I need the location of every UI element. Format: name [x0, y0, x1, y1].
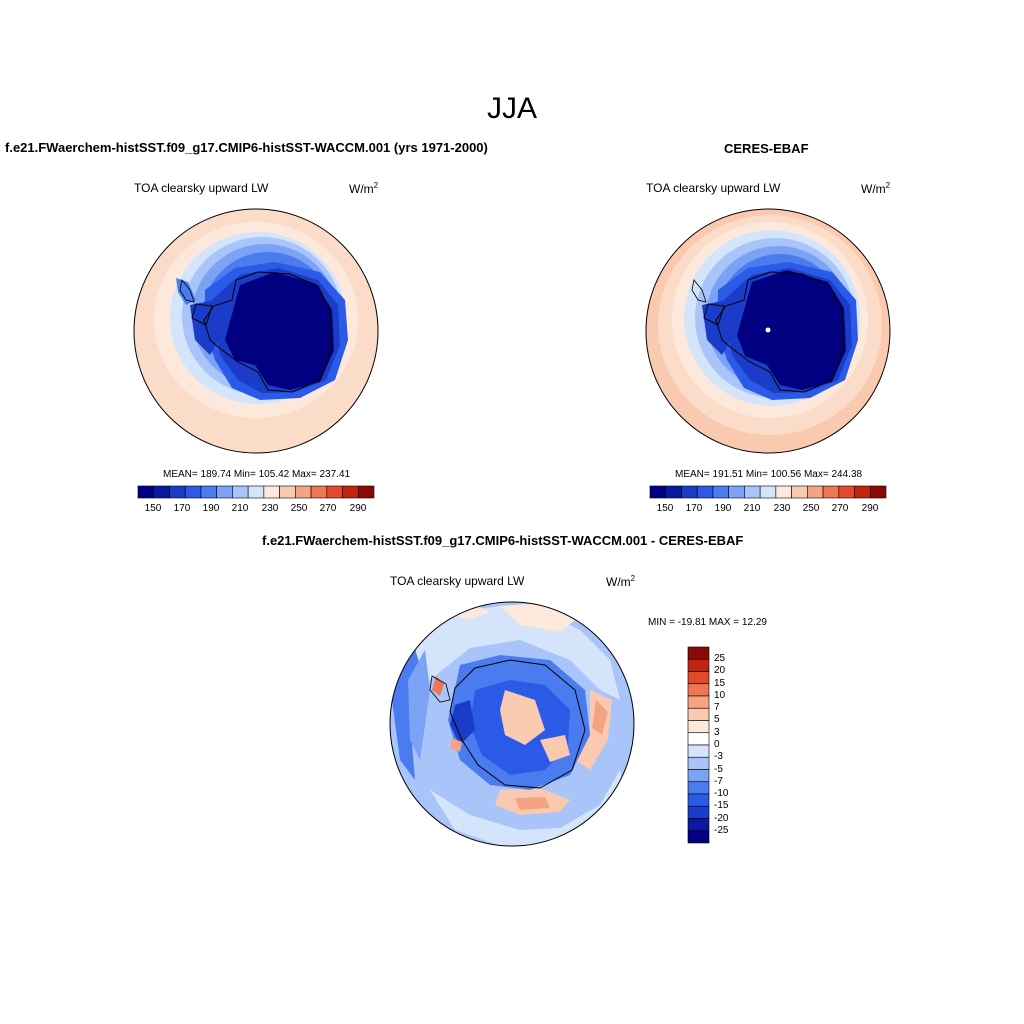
colorbar3-swatch — [687, 781, 710, 795]
panel1-title: f.e21.FWaerchem-histSST.f09_g17.CMIP6-hi… — [5, 140, 488, 155]
colorbar2-tick: 290 — [861, 503, 879, 514]
panel1-units: W/m2 — [349, 181, 379, 196]
colorbar2-swatch — [791, 485, 808, 499]
colorbar2-swatch — [807, 485, 824, 499]
colorbar1-swatch — [200, 485, 217, 499]
panel3-units: W/m2 — [606, 574, 636, 589]
colorbar3-swatch — [687, 756, 710, 770]
colorbar2-swatch — [744, 485, 761, 499]
colorbar1-swatch — [169, 485, 186, 499]
colorbar2-swatch — [775, 485, 792, 499]
panel2-units: W/m2 — [861, 181, 891, 196]
panel3-map — [389, 601, 635, 847]
colorbar3-swatch — [687, 744, 710, 758]
panel3-variable-label: TOA clearsky upward LW — [390, 574, 525, 588]
colorbar1-swatch — [247, 485, 265, 499]
colorbar3-tick: -3 — [714, 751, 723, 762]
colorbar3-tick: -5 — [714, 764, 723, 775]
colorbar3-swatch — [687, 818, 710, 832]
colorbar3-tick: -25 — [714, 825, 729, 836]
colorbar1-tick: 150 — [144, 503, 162, 514]
colorbar3-swatch — [687, 707, 710, 721]
colorbar2-tick: 250 — [802, 503, 820, 514]
colorbar3-swatch — [687, 658, 710, 672]
colorbar3-tick: 0 — [714, 739, 720, 750]
colorbar3 — [687, 646, 710, 844]
colorbar3-tick: -7 — [714, 776, 723, 787]
colorbar2-swatch — [665, 485, 682, 499]
colorbar1-swatch — [232, 485, 249, 499]
colorbar3-tick: 20 — [714, 665, 726, 676]
colorbar3-tick: 3 — [714, 727, 720, 738]
panel3-title: f.e21.FWaerchem-histSST.f09_g17.CMIP6-hi… — [262, 533, 744, 548]
colorbar2-tick: 230 — [773, 503, 791, 514]
colorbar1-swatch — [153, 485, 170, 499]
panel2-title: CERES-EBAF — [724, 141, 809, 156]
colorbar3-tick: 10 — [714, 690, 726, 701]
colorbar1-tick: 170 — [173, 503, 191, 514]
colorbar3-swatch — [687, 769, 710, 783]
panel2-variable-label: TOA clearsky upward LW — [646, 181, 781, 195]
panel1-variable-label: TOA clearsky upward LW — [134, 181, 269, 195]
colorbar2-swatch — [822, 485, 840, 499]
colorbar3-swatch — [687, 683, 710, 697]
panel1-stats: MEAN= 189.74 Min= 105.42 Max= 237.41 — [163, 469, 351, 480]
colorbar2-swatch — [649, 485, 667, 499]
colorbar2-swatch — [728, 485, 745, 499]
colorbar1-swatch — [310, 485, 328, 499]
colorbar1-swatch — [357, 485, 375, 499]
colorbar3-swatch — [687, 732, 710, 746]
colorbar1-swatch — [137, 485, 155, 499]
colorbar2 — [649, 485, 887, 499]
colorbar2-tick: 210 — [743, 503, 761, 514]
colorbar1-swatch — [279, 485, 296, 499]
colorbar3-tick: 7 — [714, 702, 720, 713]
colorbar1-tick: 250 — [290, 503, 308, 514]
colorbar2-swatch — [869, 485, 887, 499]
colorbar1-swatch — [342, 485, 359, 499]
colorbar3-tick: -20 — [714, 813, 729, 824]
colorbar1-tick: 210 — [231, 503, 249, 514]
colorbar2-tick: 270 — [831, 503, 849, 514]
panel1-map — [133, 208, 379, 454]
colorbar3-tick: 15 — [714, 678, 726, 689]
colorbar2-tick: 150 — [656, 503, 674, 514]
colorbar2-swatch — [712, 485, 729, 499]
colorbar3-tick: 5 — [714, 714, 720, 725]
colorbar1-tick: 270 — [319, 503, 337, 514]
colorbar1-tick: 230 — [261, 503, 279, 514]
figure-title: JJA — [486, 92, 537, 125]
colorbar1-swatch — [216, 485, 233, 499]
colorbar1-swatch — [184, 485, 202, 499]
colorbar3-swatch — [687, 830, 710, 844]
colorbar1-tick: 290 — [349, 503, 367, 514]
colorbar1-tick: 190 — [202, 503, 220, 514]
colorbar2-tick: 190 — [714, 503, 732, 514]
panel2-map — [645, 208, 891, 454]
colorbar1-swatch — [326, 485, 343, 499]
colorbar2-swatch — [854, 485, 871, 499]
panel3-stats: MIN = -19.81 MAX = 12.29 — [648, 617, 767, 628]
colorbar2-swatch — [696, 485, 714, 499]
colorbar3-tick: -10 — [714, 788, 729, 799]
colorbar2-swatch — [681, 485, 698, 499]
colorbar3-swatch — [687, 805, 710, 819]
colorbar2-swatch — [838, 485, 855, 499]
colorbar3-swatch — [687, 695, 710, 709]
colorbar3-swatch — [687, 793, 710, 807]
colorbar1-swatch — [295, 485, 312, 499]
panel2-stats: MEAN= 191.51 Min= 100.56 Max= 244.38 — [675, 469, 863, 480]
colorbar2-swatch — [759, 485, 777, 499]
colorbar1-swatch — [263, 485, 280, 499]
colorbar3-swatch — [687, 671, 710, 685]
colorbar3-swatch — [687, 646, 710, 660]
colorbar1 — [137, 485, 375, 499]
colorbar3-tick: -15 — [714, 800, 729, 811]
colorbar2-tick: 170 — [685, 503, 703, 514]
colorbar3-swatch — [687, 720, 710, 734]
colorbar3-tick: 25 — [714, 653, 726, 664]
